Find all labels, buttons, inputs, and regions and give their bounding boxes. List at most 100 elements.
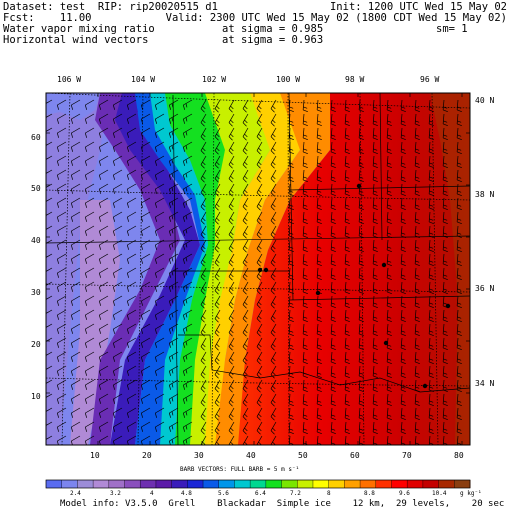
wind-barb <box>456 323 462 337</box>
wind-barb <box>358 323 364 337</box>
wind-barb <box>330 169 336 183</box>
wind-barb <box>71 365 81 376</box>
wind-barb <box>270 407 277 421</box>
city-marker <box>263 267 269 273</box>
wind-barb <box>113 435 123 445</box>
wind-barb <box>214 323 221 337</box>
wind-barb <box>302 127 308 141</box>
wind-barb <box>155 225 165 236</box>
wind-barb <box>169 141 179 152</box>
wind-barb <box>414 239 420 253</box>
wind-barb <box>99 365 109 376</box>
wind-barb <box>386 183 392 197</box>
wind-barb <box>169 155 179 166</box>
y-tick-30: 30 <box>31 288 41 297</box>
wind-barb <box>46 379 53 384</box>
wind-barb <box>183 337 193 348</box>
wind-barb <box>46 141 53 146</box>
wind-barb <box>372 435 378 445</box>
wind-barb <box>141 393 151 404</box>
wind-barb <box>113 211 123 222</box>
colorbar-label: 10.4 <box>432 490 447 497</box>
wind-barb <box>372 253 378 267</box>
wind-barb <box>46 393 53 398</box>
wind-barb <box>414 211 420 225</box>
city-marker <box>445 303 451 309</box>
wind-barb <box>344 407 350 421</box>
wind-barb <box>456 99 462 113</box>
wind-barb <box>330 141 336 155</box>
wind-barb <box>71 155 81 166</box>
wind-barb <box>242 393 249 407</box>
wind-barb <box>400 197 406 211</box>
wind-barb <box>99 253 109 264</box>
wind-barb <box>155 169 165 180</box>
wind-barb <box>57 435 67 445</box>
wind-barb <box>113 393 123 404</box>
wind-barb <box>302 407 308 421</box>
wind-barb <box>169 183 179 194</box>
wind-barb <box>85 225 95 236</box>
wind-barb <box>358 337 364 351</box>
wind-barb <box>71 309 81 320</box>
wind-barb <box>330 365 336 379</box>
wind-barb <box>400 407 406 421</box>
wind-barb <box>428 393 434 407</box>
wind-barb <box>428 379 434 393</box>
wind-barb <box>46 365 53 370</box>
wind-barb <box>302 365 308 379</box>
wind-barb <box>256 435 263 445</box>
wind-barb <box>155 365 165 376</box>
wind-barb <box>71 183 81 194</box>
wind-barb <box>358 239 364 253</box>
wind-barb <box>200 337 207 351</box>
wind-barb <box>228 127 235 141</box>
wind-barb <box>99 113 109 124</box>
wind-barb <box>113 169 123 180</box>
wind-barb <box>302 253 308 267</box>
wind-barb <box>200 323 207 337</box>
colorbar-label: 9.6 <box>399 490 410 497</box>
colorbar-swatch <box>155 480 173 488</box>
wind-barb <box>127 295 137 306</box>
wind-barb <box>85 323 95 334</box>
wind-barb <box>428 309 434 323</box>
wind-barb <box>200 99 207 113</box>
wind-barb <box>169 253 179 264</box>
wind-barb <box>99 323 109 334</box>
wind-barb <box>428 421 434 435</box>
wind-barb <box>46 127 53 132</box>
wind-barb <box>358 211 364 225</box>
wind-barb <box>372 239 378 253</box>
wind-barb <box>386 99 392 113</box>
model-info-footer: Model info: V3.5.0 Grell Blackadar Simpl… <box>60 499 505 509</box>
wind-barb <box>456 169 462 183</box>
wind-barb <box>155 421 165 432</box>
wind-barb <box>200 155 207 169</box>
forecast-hour-label: Fcst: 11.00 <box>3 12 92 24</box>
lat-label-40n: 40 N <box>475 96 495 105</box>
wind-barb <box>386 253 392 267</box>
wind-barb <box>400 225 406 239</box>
wind-barb <box>270 267 277 281</box>
wind-barb <box>344 281 350 295</box>
wind-barb <box>169 267 179 278</box>
wind-barb <box>270 211 277 225</box>
wind-barb <box>442 435 448 445</box>
wind-barb <box>428 99 434 113</box>
wind-barb <box>169 225 179 236</box>
wind-barb <box>302 169 308 183</box>
wind-barb <box>99 127 109 138</box>
wind-barb <box>344 253 350 267</box>
wind-barb <box>127 281 137 292</box>
wind-barb <box>414 183 420 197</box>
wind-barb <box>214 99 221 113</box>
wind-barb <box>183 407 193 418</box>
colorbar-swatch <box>108 480 126 488</box>
wind-barb <box>288 141 294 155</box>
wind-barb <box>127 379 137 390</box>
wind-barb <box>127 407 137 418</box>
colorbar-swatch <box>234 480 251 488</box>
y-tick-20: 20 <box>31 340 41 349</box>
wind-barb <box>85 407 95 418</box>
